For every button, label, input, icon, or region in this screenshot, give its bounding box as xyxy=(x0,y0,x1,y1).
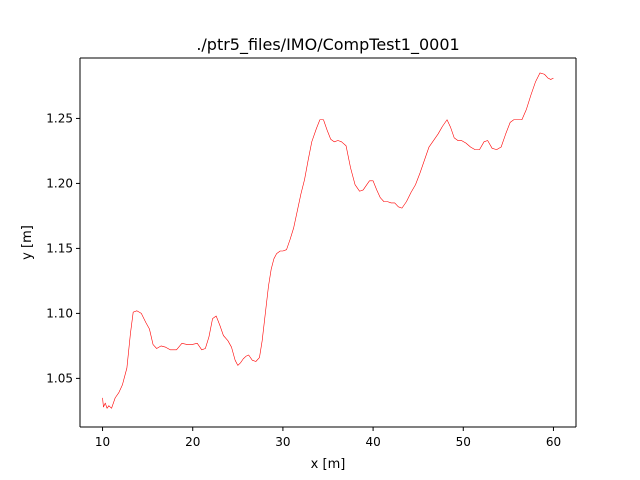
y-tick-label: 1.20 xyxy=(46,176,73,190)
x-ticks: 10 20 30 40 50 60 xyxy=(95,427,561,449)
y-tick-label: 1.15 xyxy=(46,241,73,255)
axes-layer xyxy=(79,57,577,428)
x-tick-label: 30 xyxy=(275,435,290,449)
y-tick-label: 1.10 xyxy=(46,306,73,320)
series-layer xyxy=(102,72,554,409)
x-axis-label: x [m] xyxy=(311,457,346,472)
x-tick-label: 50 xyxy=(456,435,471,449)
y-tick-label: 1.05 xyxy=(46,371,73,385)
x-tick-label: 20 xyxy=(185,435,200,449)
x-tick-label: 60 xyxy=(546,435,561,449)
x-tick-label: 10 xyxy=(95,435,110,449)
y-tick-label: 1.25 xyxy=(46,111,73,125)
series-line-0 xyxy=(102,72,554,409)
x-tick-label: 40 xyxy=(365,435,380,449)
y-ticks: 1.05 1.10 1.15 1.20 1.25 xyxy=(46,111,80,385)
chart-title: ./ptr5_files/IMO/CompTest1_0001 xyxy=(196,35,459,55)
y-axis-label: y [m] xyxy=(20,225,35,260)
plot-area xyxy=(80,58,576,427)
